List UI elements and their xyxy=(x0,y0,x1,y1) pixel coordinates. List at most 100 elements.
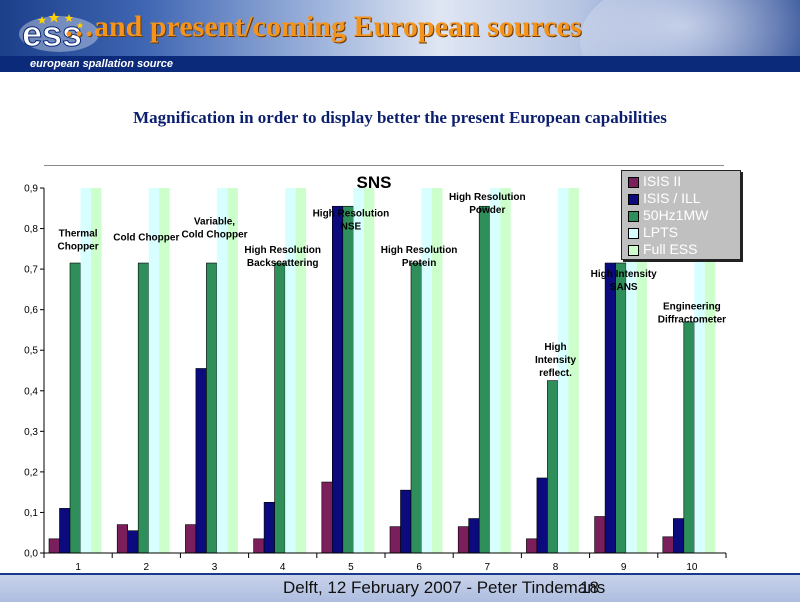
chart-title: SNS xyxy=(357,173,392,192)
bar-annotation: Variable, xyxy=(194,217,235,228)
bar xyxy=(568,188,579,553)
bar-annotation: High Resolution xyxy=(449,192,526,203)
y-tick-label: 0,3 xyxy=(24,427,38,438)
bar xyxy=(489,188,501,553)
legend-label: 50Hz1MW xyxy=(643,207,709,223)
bar xyxy=(704,188,716,553)
bar xyxy=(536,477,548,554)
bar-annotation: reflect. xyxy=(539,368,572,379)
bar xyxy=(80,188,91,553)
y-tick-label: 0,6 xyxy=(24,305,38,316)
bar xyxy=(557,188,569,553)
y-tick-label: 0,2 xyxy=(24,467,38,478)
y-tick-label: 0,9 xyxy=(24,184,38,195)
legend-swatch xyxy=(628,211,639,222)
bar xyxy=(389,526,401,554)
bar xyxy=(159,188,170,553)
bar xyxy=(468,518,480,554)
bar xyxy=(195,368,207,554)
bar-annotation: Engineering xyxy=(663,302,721,313)
bar-annotation: Thermal xyxy=(59,229,98,240)
chart-top-rule xyxy=(44,165,724,166)
bar xyxy=(662,536,674,554)
bar xyxy=(457,526,470,554)
bar xyxy=(69,262,81,554)
bar xyxy=(400,489,412,554)
slide-title: …and present/coming European sources xyxy=(64,10,582,43)
x-tick-label: 8 xyxy=(553,562,559,573)
logo-text: european spallation source xyxy=(30,58,174,70)
bar xyxy=(615,262,627,554)
bar xyxy=(137,262,149,554)
x-tick-label: 2 xyxy=(144,562,150,573)
x-tick-label: 1 xyxy=(75,562,81,573)
bar-annotation: High Resolution xyxy=(381,245,458,256)
legend-swatch xyxy=(628,194,639,205)
bar xyxy=(500,188,511,553)
bar xyxy=(216,188,228,553)
bar xyxy=(274,262,286,554)
footer-text: Delft, 12 February 2007 - Peter Tindeman… xyxy=(283,578,606,597)
legend-swatch xyxy=(628,177,639,188)
chart-legend: ISIS II ISIS / ILL 50Hz1MW LPTS Full ESS xyxy=(621,170,741,260)
legend-swatch xyxy=(628,245,639,256)
y-tick-label: 0,5 xyxy=(24,346,38,357)
bar xyxy=(227,188,238,553)
y-tick-label: 0,4 xyxy=(24,386,38,397)
bar xyxy=(206,262,218,554)
bar xyxy=(478,205,491,554)
slide-footer xyxy=(0,573,800,602)
bar-annotation: Cold Chopper xyxy=(113,233,179,244)
x-tick-label: 5 xyxy=(348,562,354,573)
bar-annotation: Powder xyxy=(469,205,505,216)
y-tick-label: 0,1 xyxy=(24,508,38,519)
bar xyxy=(263,502,275,554)
slide-subtitle: Magnification in order to display better… xyxy=(133,108,667,127)
bar xyxy=(410,262,422,554)
labels-layer: Thermal Chopper Cold Chopper Variable, Cold … xyxy=(58,192,727,379)
bar xyxy=(285,188,296,553)
legend-label: ISIS / ILL xyxy=(643,190,701,206)
bar xyxy=(672,518,685,554)
bar-annotation: Protein xyxy=(402,258,436,269)
bar xyxy=(626,188,637,553)
legend-label: ISIS II xyxy=(643,173,682,189)
page-number: 18 xyxy=(580,578,599,597)
bar xyxy=(547,380,559,554)
y-tick-label: 0,7 xyxy=(24,265,38,276)
bar-annotation: High Resolution xyxy=(244,245,321,256)
slide-header: ess european spallation source xyxy=(0,0,800,72)
bar xyxy=(342,205,354,554)
bar-annotation: Chopper xyxy=(58,242,99,253)
bar xyxy=(116,524,128,554)
y-tick-label: 0,0 xyxy=(24,549,38,560)
bar xyxy=(91,188,102,553)
x-tick-label: 4 xyxy=(280,562,286,573)
bar xyxy=(331,205,344,554)
bar xyxy=(353,188,364,553)
bars-layer xyxy=(48,188,716,554)
bar-annotation: Cold Chopper xyxy=(181,230,247,241)
bar xyxy=(59,508,71,554)
bar-annotation: NSE xyxy=(341,221,362,232)
axes-layer: 0,0 0,1 0,2 0,3 0,4 0,5 0,6 0,7 0,8 0,9 1 2 3 4 5 6 7 8 9 1… xyxy=(24,184,727,573)
x-tick-label: 6 xyxy=(416,562,422,573)
bar xyxy=(421,188,432,553)
bar-annotation: High xyxy=(544,342,566,353)
bar xyxy=(636,188,648,553)
bar xyxy=(526,538,538,554)
bar-annotation: Backscattering xyxy=(247,258,319,269)
header-band xyxy=(0,56,800,72)
bar xyxy=(127,530,139,554)
bar xyxy=(694,188,705,553)
y-tick-label: 0,8 xyxy=(24,224,38,235)
bar-annotation: SANS xyxy=(610,282,638,293)
legend-label: Full ESS xyxy=(643,241,698,257)
x-tick-label: 9 xyxy=(621,562,627,573)
ess-logo: ess xyxy=(19,12,99,55)
legend-label: LPTS xyxy=(643,224,679,240)
bar xyxy=(185,524,197,554)
bar xyxy=(363,188,375,553)
x-tick-label: 10 xyxy=(686,562,698,573)
bar-annotation: High Resolution xyxy=(313,208,390,219)
